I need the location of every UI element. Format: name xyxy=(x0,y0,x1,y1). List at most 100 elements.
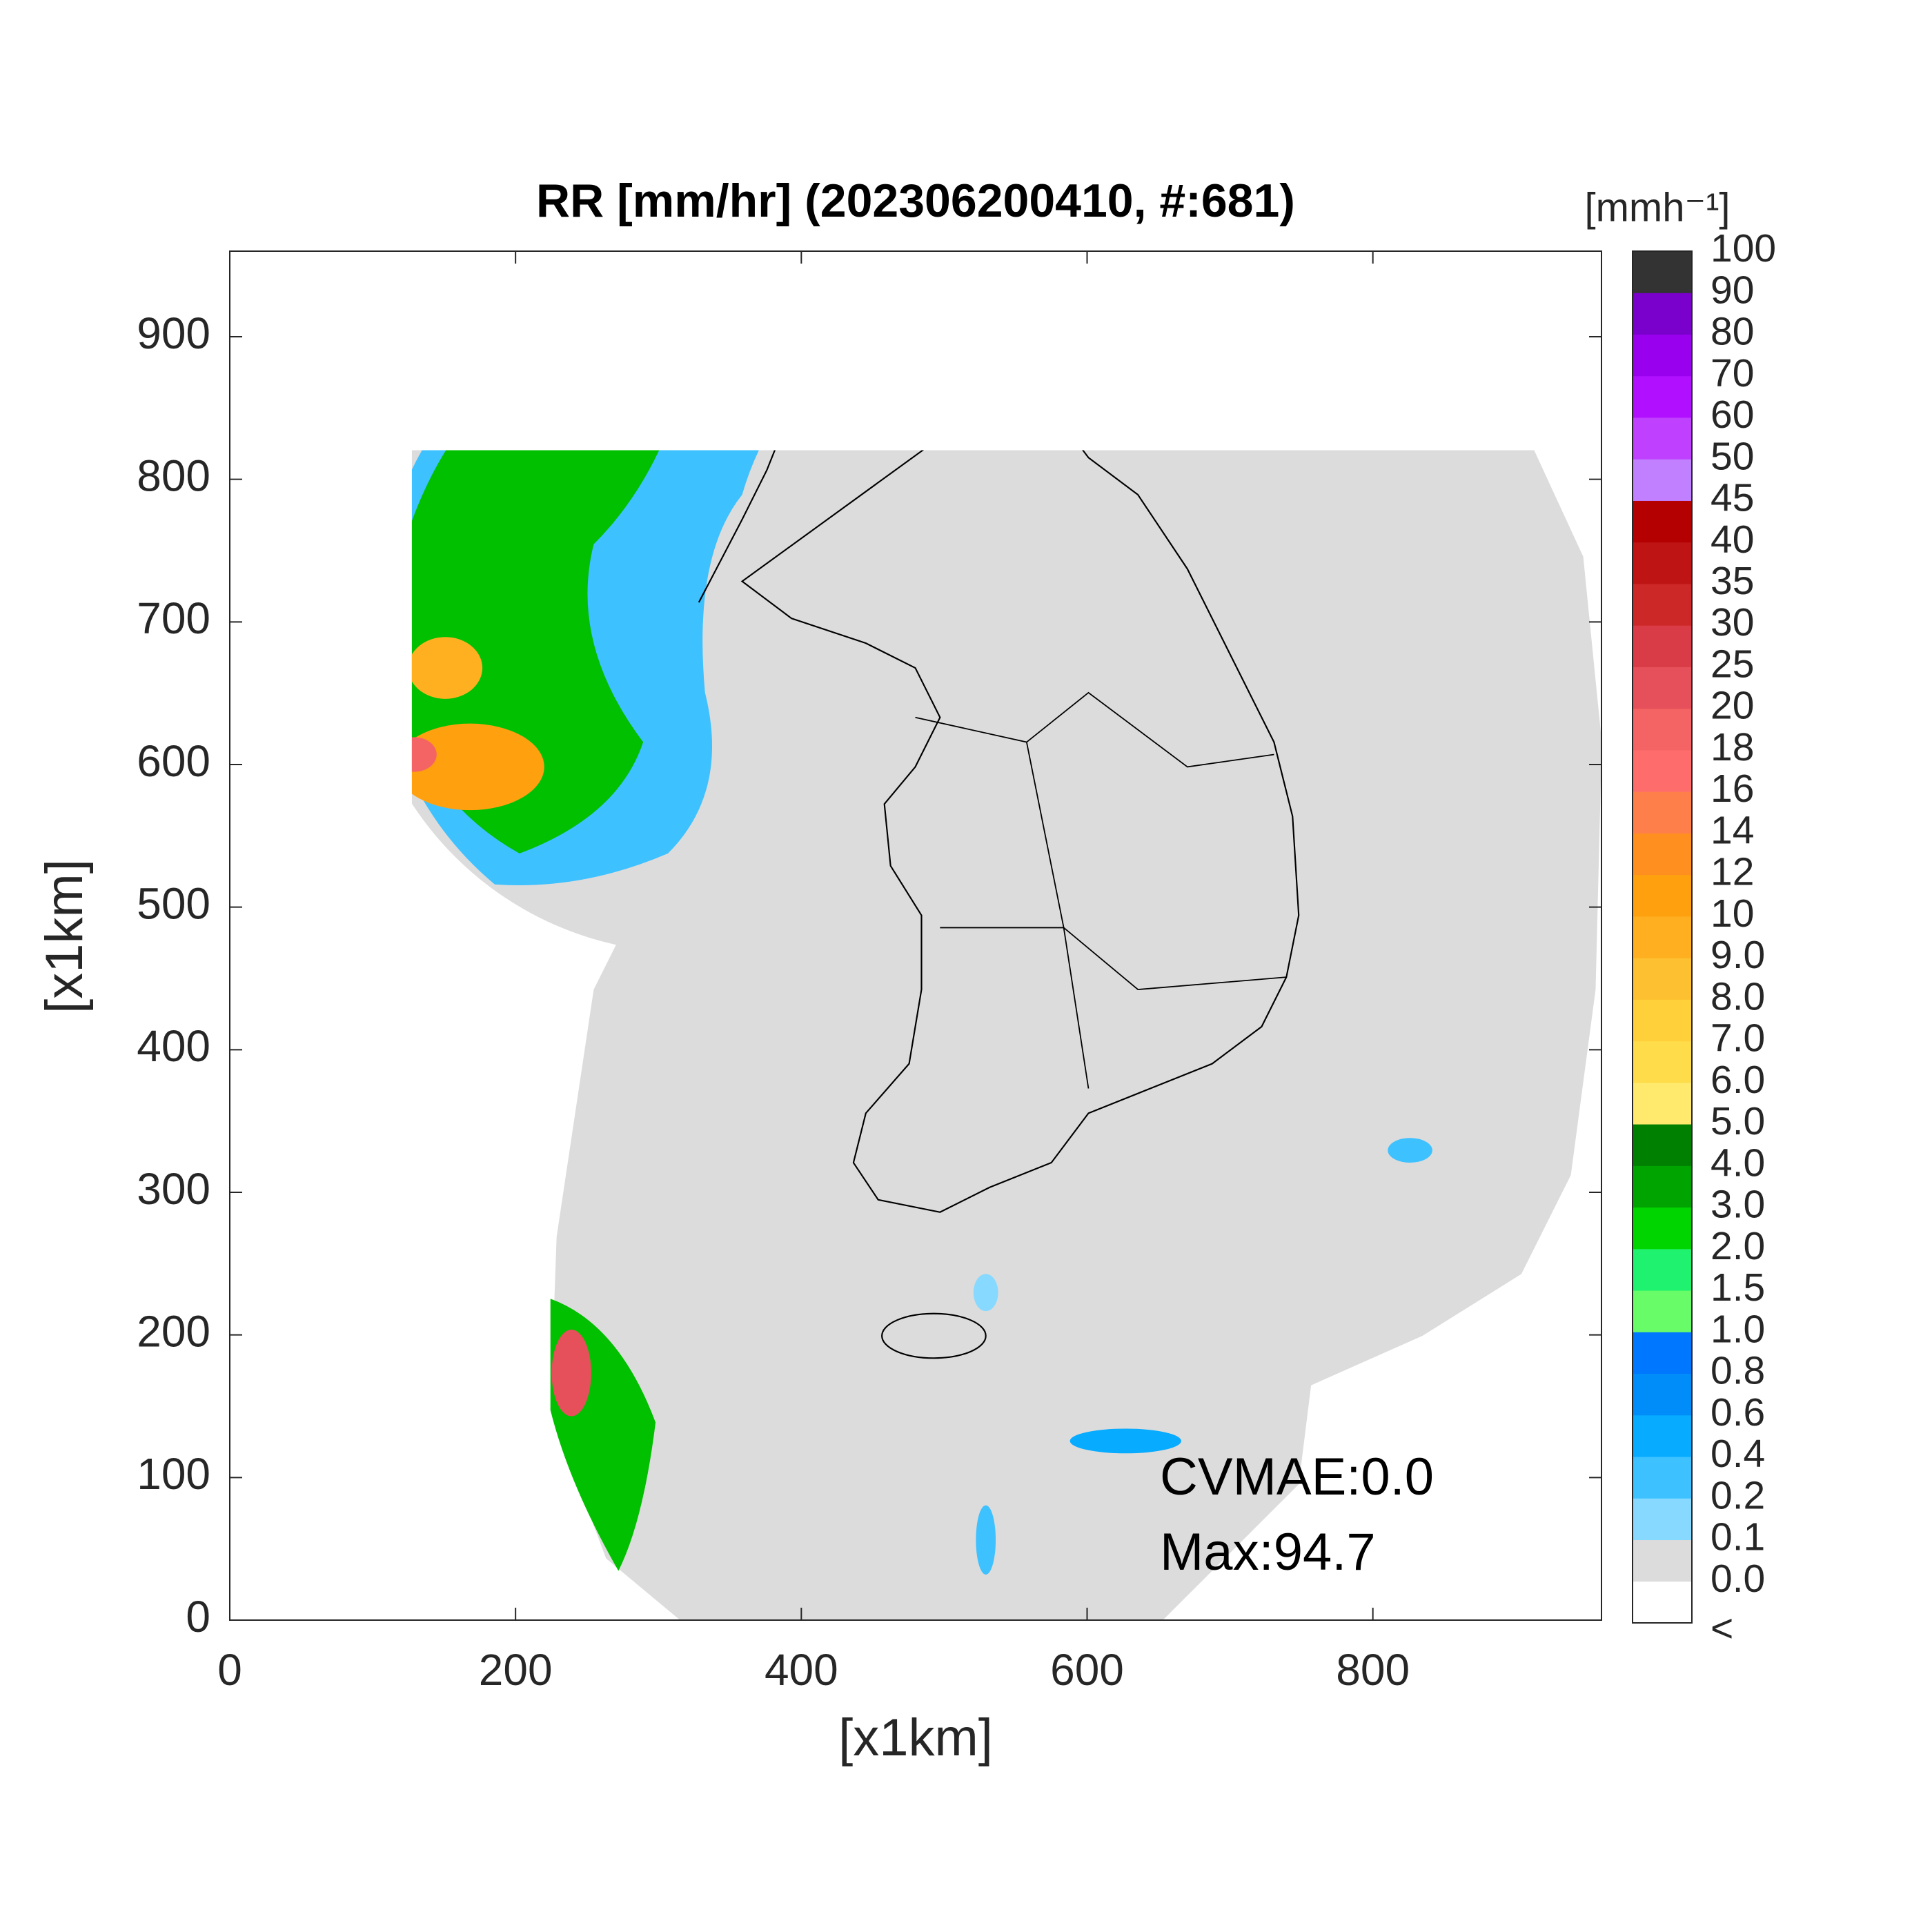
colorbar-tick-label: 16 xyxy=(1711,767,1754,811)
y-tick-label: 900 xyxy=(137,308,210,358)
colorbar-bin xyxy=(1633,667,1692,709)
colorbar-tick-label: 0.2 xyxy=(1711,1473,1765,1517)
colorbar-bin xyxy=(1633,999,1692,1042)
colorbar-bin xyxy=(1633,1165,1692,1208)
colorbar-bin xyxy=(1633,1539,1692,1582)
colorbar-tick-label: 70 xyxy=(1711,351,1754,395)
y-tick-label: 0 xyxy=(186,1592,210,1642)
colorbar-tick-label: 6.0 xyxy=(1711,1058,1765,1102)
rain-area xyxy=(973,1274,998,1312)
colorbar-tick-label: 25 xyxy=(1711,642,1754,686)
colorbar-tick-label: 100 xyxy=(1711,226,1776,270)
boundary xyxy=(915,691,1287,1089)
colorbar-bin xyxy=(1633,1581,1692,1624)
rain-area xyxy=(1070,1428,1181,1454)
colorbar-bin xyxy=(1633,1207,1692,1250)
rain-area xyxy=(1388,1138,1432,1163)
y-tick-label: 400 xyxy=(137,1021,210,1071)
colorbar-tick-label: 18 xyxy=(1711,725,1754,769)
colorbar-tick-label: 2.0 xyxy=(1711,1224,1765,1268)
plot-frame xyxy=(229,250,1602,1621)
colorbar-bin xyxy=(1633,916,1692,958)
colorbar-tick-label: 9.0 xyxy=(1711,933,1765,977)
y-tick-label: 500 xyxy=(137,879,210,929)
colorbar-bin xyxy=(1633,1124,1692,1166)
colorbar-frame xyxy=(1632,250,1693,1624)
y-tick-label: 600 xyxy=(137,736,210,786)
colorbar-tick-label: 35 xyxy=(1711,559,1754,603)
colorbar-bin xyxy=(1633,417,1692,460)
colorbar-tick-label: 80 xyxy=(1711,310,1754,354)
colorbar-tick-label: 40 xyxy=(1711,518,1754,562)
colorbar-bin xyxy=(1633,334,1692,377)
colorbar-bin xyxy=(1633,459,1692,501)
x-axis-label: [x1km] xyxy=(838,1708,993,1767)
colorbar-bin xyxy=(1633,708,1692,751)
colorbar-bin xyxy=(1633,293,1692,335)
colorbar-bin xyxy=(1633,874,1692,917)
coastline xyxy=(881,1312,987,1359)
rain-area xyxy=(551,1330,591,1417)
colorbar-bin xyxy=(1633,833,1692,876)
colorbar-tick-label: 45 xyxy=(1711,476,1754,520)
colorbar-bin xyxy=(1633,1041,1692,1083)
colorbar-tick-label: 0.1 xyxy=(1711,1515,1765,1559)
colorbar-bin xyxy=(1633,375,1692,418)
colorbar-tick-label: 0.6 xyxy=(1711,1390,1765,1435)
colorbar-tick-label: 0.0 xyxy=(1711,1557,1765,1601)
coastline xyxy=(698,450,1300,1213)
colorbar-tick-label: 10 xyxy=(1711,891,1754,936)
colorbar-tick-label: 4.0 xyxy=(1711,1141,1765,1185)
colorbar-bin xyxy=(1633,583,1692,626)
x-tick-label: 400 xyxy=(765,1645,838,1695)
colorbar-bin xyxy=(1633,1248,1692,1291)
colorbar-tick-label: 90 xyxy=(1711,268,1754,312)
colorbar-tick-label: 3.0 xyxy=(1711,1183,1765,1227)
colorbar-bin xyxy=(1633,1373,1692,1416)
colorbar-bin xyxy=(1633,1414,1692,1457)
colorbar-tick-label: 0.8 xyxy=(1711,1349,1765,1393)
x-tick-label: 800 xyxy=(1336,1645,1410,1695)
rain-area xyxy=(411,637,483,699)
colorbar-tick-label: 14 xyxy=(1711,808,1754,852)
colorbar-tick-label: 12 xyxy=(1711,850,1754,894)
colorbar-bin xyxy=(1633,500,1692,543)
colorbar-tick-label: 5.0 xyxy=(1711,1099,1765,1143)
y-axis-label: [x1km] xyxy=(35,859,94,1014)
colorbar-bin xyxy=(1633,791,1692,834)
rain-area xyxy=(411,723,544,811)
colorbar-label: [mmh⁻¹] xyxy=(1584,185,1730,230)
colorbar-tick-label: 7.0 xyxy=(1711,1016,1765,1061)
colorbar-tick-label: 0.4 xyxy=(1711,1432,1765,1476)
colorbar-bin xyxy=(1633,542,1692,584)
colorbar-bin xyxy=(1633,1082,1692,1125)
colorbar-bin xyxy=(1633,1457,1692,1499)
colorbar-bin xyxy=(1633,1332,1692,1374)
colorbar-bin xyxy=(1633,251,1692,293)
colorbar-tick-label: 8.0 xyxy=(1711,974,1765,1018)
colorbar-tick-label: 1.5 xyxy=(1711,1265,1765,1310)
x-tick-label: 200 xyxy=(479,1645,553,1695)
colorbar-bin xyxy=(1633,625,1692,667)
colorbar-bin xyxy=(1633,1290,1692,1332)
colorbar-tick-label: 30 xyxy=(1711,600,1754,644)
y-tick-label: 200 xyxy=(137,1307,210,1357)
annotation: Max:94.7 xyxy=(1160,1523,1376,1581)
colorbar-tick-label: 1.0 xyxy=(1711,1307,1765,1351)
colorbar-bin xyxy=(1633,958,1692,1000)
rain-area xyxy=(976,1505,996,1575)
chart-title: RR [mm/hr] (202306200410, #:681) xyxy=(536,175,1295,227)
colorbar-tick-label: < xyxy=(1711,1606,1733,1650)
radar-field xyxy=(411,450,1602,1621)
colorbar-bin xyxy=(1633,749,1692,792)
colorbar-tick-label: 60 xyxy=(1711,393,1754,437)
y-tick-label: 300 xyxy=(137,1164,210,1214)
x-tick-label: 600 xyxy=(1050,1645,1124,1695)
y-tick-label: 700 xyxy=(137,593,210,643)
y-tick-label: 100 xyxy=(137,1449,210,1499)
colorbar-bin xyxy=(1633,1498,1692,1541)
colorbar-tick-label: 20 xyxy=(1711,684,1754,728)
annotation: CVMAE:0.0 xyxy=(1160,1448,1434,1506)
x-tick-label: 0 xyxy=(217,1645,242,1695)
